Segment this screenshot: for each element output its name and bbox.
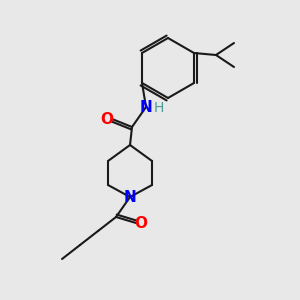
Text: O: O [100, 112, 113, 127]
Text: N: N [140, 100, 152, 115]
Text: O: O [134, 215, 148, 230]
Text: H: H [154, 101, 164, 115]
Text: N: N [124, 190, 136, 205]
